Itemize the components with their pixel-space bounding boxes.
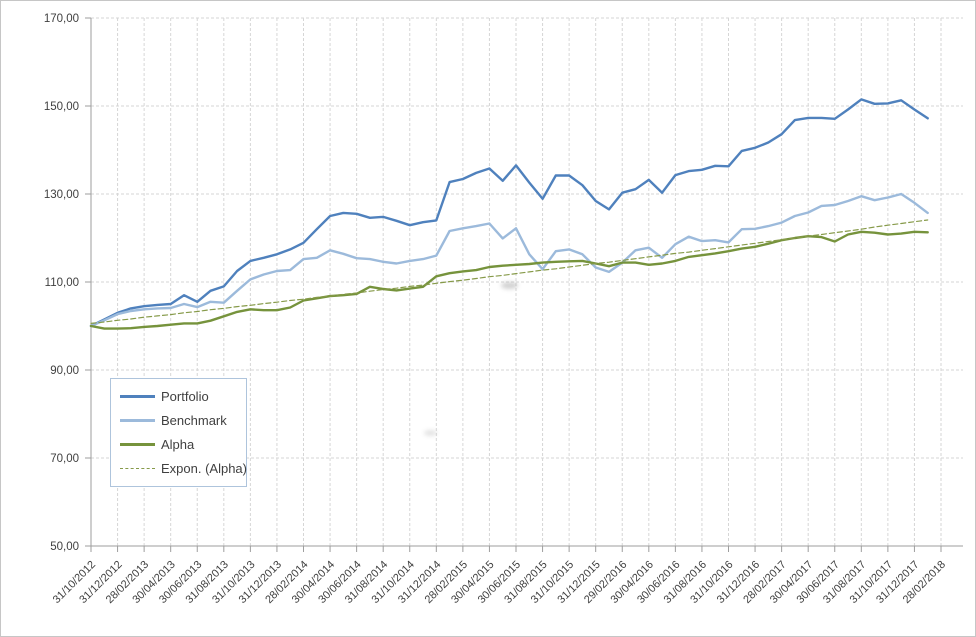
- series-lines: [89, 98, 929, 330]
- svg-text:70,00: 70,00: [50, 453, 79, 465]
- expon-alpha-trendline-swatch: [120, 468, 155, 470]
- legend-item-portfolio[interactable]: Portfolio: [111, 389, 246, 404]
- gridlines: [91, 17, 963, 546]
- alpha-line-swatch: [120, 443, 155, 447]
- legend-item-expon-alpha[interactable]: Expon. (Alpha): [111, 461, 247, 477]
- legend-label-benchmark: Benchmark: [161, 412, 227, 428]
- series-line-benchmark[interactable]: [89, 192, 929, 328]
- legend[interactable]: Portfolio Benchmark Alpha Expon. (Alpha): [110, 378, 247, 487]
- legend-label-alpha: Alpha: [161, 437, 195, 453]
- svg-text:50,00: 50,00: [50, 541, 79, 553]
- x-axis-labels: 31/10/201231/12/201228/02/201330/04/2013…: [51, 559, 948, 606]
- svg-text:150,00: 150,00: [44, 101, 79, 113]
- legend-item-benchmark[interactable]: Benchmark: [111, 413, 246, 428]
- portfolio-line-swatch: [120, 394, 155, 398]
- series-line-alpha[interactable]: [89, 230, 929, 330]
- svg-text:90,00: 90,00: [50, 365, 79, 377]
- benchmark-line-swatch: [120, 418, 155, 422]
- svg-text:130,00: 130,00: [44, 189, 79, 201]
- series-line-portfolio[interactable]: [89, 98, 929, 328]
- series-line-expon-alpha[interactable]: [90, 219, 929, 324]
- axis-ticks: [85, 17, 942, 552]
- svg-text:110,00: 110,00: [45, 277, 79, 289]
- legend-item-alpha[interactable]: Alpha: [111, 437, 246, 452]
- legend-label-expon-alpha: Expon. (Alpha): [161, 461, 247, 477]
- legend-label-portfolio: Portfolio: [161, 388, 209, 404]
- y-axis-labels: 170,00 150,00 130,00 110,00 90,00 70,00 50,00: [44, 13, 79, 553]
- svg-text:170,00: 170,00: [44, 13, 79, 25]
